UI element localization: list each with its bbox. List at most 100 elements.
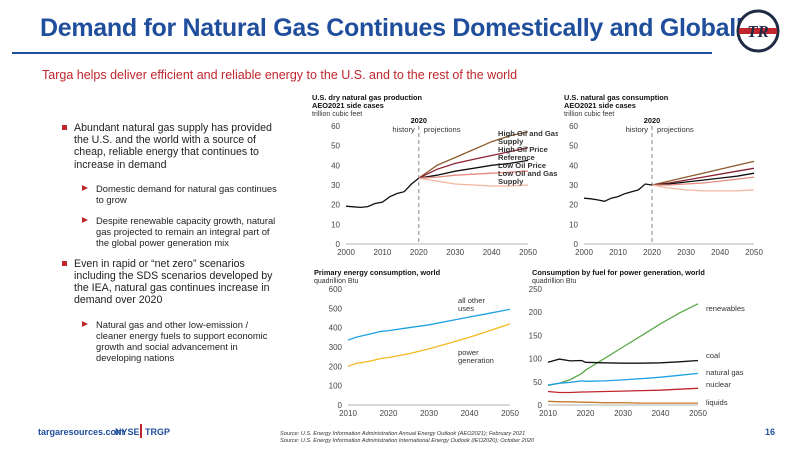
x-tick-label: 2020: [410, 248, 428, 257]
legend-entry: High Oil and Gas Supply: [498, 129, 558, 146]
x-tick-label: 2030: [677, 248, 695, 257]
history-label: history: [392, 125, 415, 134]
y-tick-label: 300: [329, 343, 343, 352]
y-tick-label: 30: [569, 181, 578, 190]
series-line-low-oil-price: [418, 170, 529, 179]
y-axis-unit: trillion cubic feet: [312, 111, 362, 118]
x-tick-label: 2050: [519, 248, 537, 257]
chart-title: U.S. dry natural gas production: [312, 93, 423, 102]
y-tick-label: 20: [331, 201, 340, 210]
projections-label: projections: [657, 125, 694, 134]
series-line-low-oil-price: [652, 176, 755, 186]
source-1: Source: U.S. Energy Information Administ…: [280, 431, 526, 437]
y-tick-label: 0: [338, 401, 343, 410]
y-axis-unit: quadrillion Btu: [314, 278, 358, 285]
y-tick-label: 0: [336, 240, 341, 249]
series-line-high-oil-and-gas-supply: [418, 131, 529, 179]
x-tick-label: 2020: [643, 248, 661, 257]
x-tick-label: 2050: [689, 409, 707, 418]
chart-subtitle: AEO2021 side cases: [564, 101, 636, 110]
history-line: [345, 177, 420, 209]
footer-exchange: NYSE: [115, 427, 140, 437]
series-line-coal: [547, 358, 699, 364]
source-notes: Source: U.S. Energy Information Administ…: [280, 431, 534, 445]
page-number: 16: [765, 427, 776, 437]
y-tick-label: 40: [331, 161, 340, 170]
y-tick-label: 40: [569, 161, 578, 170]
chart-title: Consumption by fuel for power generation…: [532, 268, 705, 277]
y-tick-label: 0: [538, 401, 543, 410]
history-line: [583, 183, 653, 202]
y-tick-label: 60: [569, 122, 578, 131]
x-tick-label: 2030: [614, 409, 632, 418]
series-line-high-oil-price: [651, 167, 755, 186]
y-tick-label: 0: [574, 240, 579, 249]
x-tick-label: 2040: [483, 248, 501, 257]
chart-title: Primary energy consumption, world: [314, 268, 441, 277]
legend-entry: Low Oil and Gas Supply: [498, 169, 558, 186]
x-tick-label: 2000: [575, 248, 593, 257]
legend-entry: Low Oil Price: [498, 161, 546, 170]
x-tick-label: 2010: [374, 248, 392, 257]
series-line-renewables: [547, 303, 699, 387]
bullet-1: Abundant natural gas supply has provided…: [62, 122, 277, 171]
chart-power-generation-fuel: Consumption by fuel for power generation…: [529, 268, 745, 418]
bullet-2: Even in rapid or “net zero” scenarios in…: [62, 258, 277, 307]
y-tick-label: 50: [331, 142, 340, 151]
y-tick-label: 100: [529, 355, 543, 364]
y-tick-label: 10: [331, 220, 340, 229]
series-line-natural-gas: [547, 372, 699, 386]
series-line-reference: [418, 159, 529, 179]
x-tick-label: 2050: [745, 248, 763, 257]
chart-subtitle: AEO2021 side cases: [312, 101, 384, 110]
legend-entry: High Oil Price: [498, 145, 548, 154]
footer-divider: [140, 424, 142, 438]
x-tick-label: 2010: [339, 409, 357, 418]
sub-bullet-1-1: Domestic demand for natural gas continue…: [82, 183, 277, 205]
x-tick-label: 2020: [577, 409, 595, 418]
footer-url[interactable]: targaresources.com: [38, 427, 125, 437]
y-tick-label: 250: [529, 285, 543, 294]
chart-title: U.S. natural gas consumption: [564, 93, 669, 102]
y-axis-unit: quadrillion Btu: [532, 278, 576, 285]
y-tick-label: 200: [529, 308, 543, 317]
series-line-low-oil-and-gas-supply: [418, 177, 529, 187]
page-title: Demand for Natural Gas Continues Domesti…: [40, 14, 757, 42]
y-tick-label: 100: [329, 382, 343, 391]
series-line-low-oil-and-gas-supply: [651, 184, 755, 192]
series-label: liquids: [706, 398, 728, 407]
y-tick-label: 500: [329, 304, 343, 313]
y-tick-label: 200: [329, 362, 343, 371]
source-2: Source: U.S. Energy Information Administ…: [280, 438, 535, 444]
series-label: all other uses: [458, 296, 485, 313]
series-label: natural gas: [706, 368, 744, 377]
x-tick-label: 2030: [446, 248, 464, 257]
bullet-list: Abundant natural gas supply has provided…: [62, 122, 277, 373]
x-tick-label: 2040: [461, 409, 479, 418]
logo-lettering: TR: [747, 22, 769, 41]
series-label: coal: [706, 351, 720, 360]
x-tick-label: 2010: [609, 248, 627, 257]
title-underline: [12, 52, 712, 54]
x-tick-label: 2010: [539, 409, 557, 418]
footer-ticker: TRGP: [145, 427, 171, 437]
legend-entry: Reference: [498, 153, 535, 162]
projections-label: projections: [424, 125, 461, 134]
series-line-high-oil-price: [418, 146, 529, 179]
series-line-liquids: [547, 400, 698, 404]
series-line-nuclear: [547, 387, 699, 394]
x-tick-label: 2030: [420, 409, 438, 418]
y-tick-label: 30: [331, 181, 340, 190]
series-label: nuclear: [706, 380, 731, 389]
divider-year-label: 2020: [411, 116, 427, 125]
series-line-power-generation: [347, 323, 511, 367]
divider-year-label: 2020: [644, 116, 660, 125]
series-line-reference: [651, 172, 755, 186]
chart-primary-energy-world: Primary energy consumption, worldquadril…: [314, 268, 519, 418]
y-tick-label: 150: [529, 331, 543, 340]
series-line-high-oil-and-gas-supply: [651, 160, 755, 186]
y-tick-label: 400: [329, 324, 343, 333]
y-tick-label: 60: [331, 122, 340, 131]
